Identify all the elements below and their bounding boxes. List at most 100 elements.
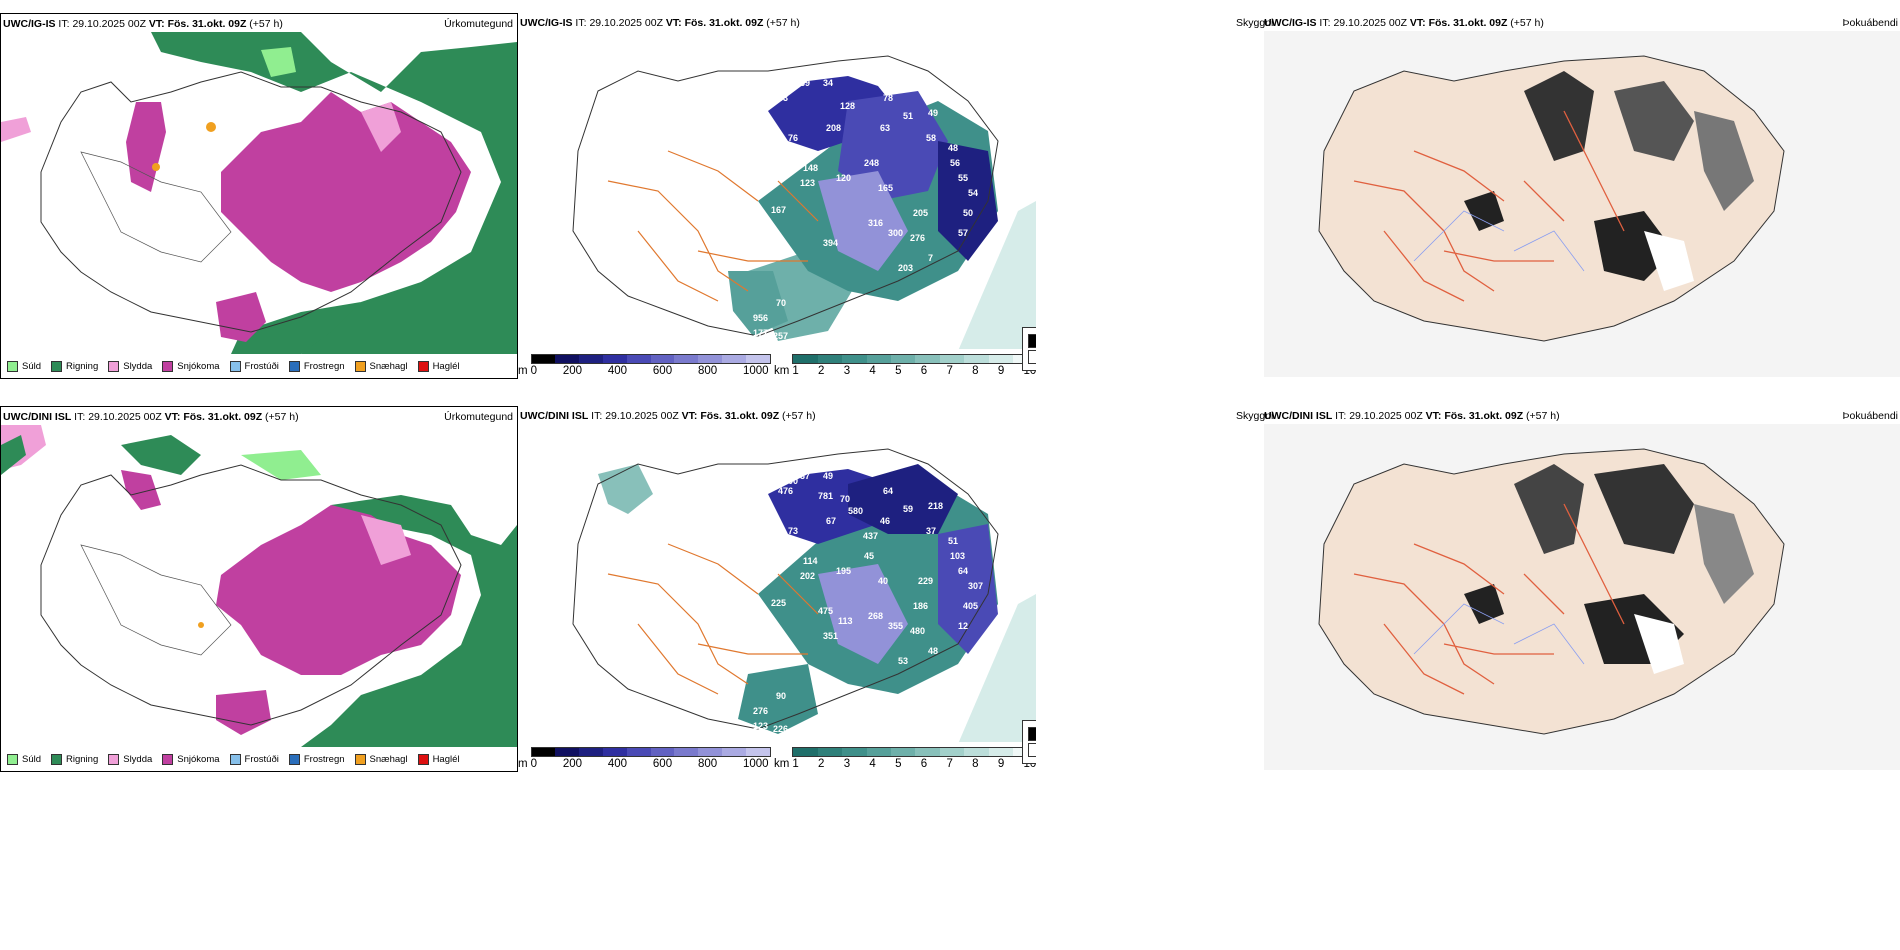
visibility-value-label: 79 — [783, 83, 793, 93]
visibility-value-label: 51 — [903, 111, 913, 121]
height-colorbar-tick: 800 — [697, 758, 718, 770]
visibility-value-label: 55 — [958, 173, 968, 183]
visibility-value-label: 355 — [888, 621, 903, 631]
visibility-value-label: 580 — [848, 506, 863, 516]
visibility-colorbar-tick: 8 — [972, 758, 979, 770]
precip-legend: Súld Rigning Slydda Snjókoma Frostúði Fr… — [7, 754, 460, 765]
visibility-value-label: 78 — [883, 93, 893, 103]
visibility-colorbar-tick: 5 — [895, 758, 902, 770]
height-colorbar: m 0 200 400 600 800 1000 — [518, 354, 771, 377]
visibility-colorbar-tick: 1 — [792, 758, 799, 770]
visibility-value-label: 195 — [836, 566, 851, 576]
legend-item: Haglél — [417, 754, 460, 765]
panel-title: Þokuábendi — [1842, 17, 1898, 29]
visibility-colorbar-tick: 2 — [818, 365, 825, 377]
visibility-colorbar-tick: 3 — [843, 758, 851, 770]
visibility-colorbar-tick: 4 — [869, 365, 876, 377]
panel-header: UWC/DINI ISL IT: 29.10.2025 00Z VT: Fös.… — [3, 411, 299, 423]
visibility-value-label: 316 — [868, 218, 883, 228]
height-colorbar-tick: 0 — [530, 758, 537, 770]
legend-swatch-freezing-drizzle — [229, 361, 241, 372]
height-colorbar-tick: 200 — [562, 365, 583, 377]
height-colorbar-tick: 600 — [652, 365, 673, 377]
fog-indicator-panel-bottom: Skyggni UWC/DINI ISL IT: 29.10.2025 00Z … — [1036, 406, 1900, 772]
fog-legend-swatch-light — [1028, 743, 1036, 757]
visibility-value-label: 12 — [958, 621, 968, 631]
visibility-value-label: 307 — [968, 581, 983, 591]
visibility-panel-bottom: UWC/DINI ISL IT: 29.10.2025 00Z VT: Fös.… — [518, 406, 1036, 772]
visibility-value-label: 40 — [878, 576, 888, 586]
height-colorbar-swatches — [530, 354, 771, 364]
visibility-value-label: 56 — [950, 158, 960, 168]
legend-swatch-freezing-rain — [288, 361, 300, 372]
height-colorbar-tick: 200 — [562, 758, 583, 770]
legend-swatch-drizzle — [7, 361, 18, 372]
panel-title-visibility: Skyggni — [1236, 17, 1274, 29]
legend-item: Slydda — [108, 361, 152, 372]
visibility-value-label: 64 — [883, 486, 893, 496]
visibility-value-label: 351 — [823, 631, 838, 641]
height-colorbar: m 0 200 400 600 800 1000 — [518, 747, 771, 770]
visibility-value-label: 48 — [928, 646, 938, 656]
visibility-value-label: 165 — [878, 183, 893, 193]
visibility-value-label: 51 — [726, 486, 736, 496]
visibility-value-label: 64 — [958, 566, 968, 576]
visibility-value-label: 203 — [898, 263, 913, 273]
visibility-value-label: 120 — [836, 173, 851, 183]
visibility-colorbar: km 1 2 3 4 5 6 7 8 9 10 — [774, 354, 1036, 377]
panel-title: Úrkomutegund — [444, 411, 513, 423]
legend-swatch-snow — [162, 754, 174, 765]
legend-swatch-graupel — [354, 754, 366, 765]
visibility-colorbar-swatches — [792, 747, 1036, 757]
visibility-colorbar-tick: 7 — [946, 758, 953, 770]
visibility-value-label: 405 — [963, 601, 978, 611]
visibility-value-label: 73 — [788, 526, 798, 536]
visibility-value-label: 394 — [823, 238, 838, 248]
visibility-value-label: 218 — [928, 501, 943, 511]
visibility-value-label: 53 — [898, 656, 908, 666]
legend-swatch-snow — [162, 361, 174, 372]
visibility-colorbar-tick: 6 — [920, 758, 928, 770]
height-colorbar-tick: 600 — [652, 758, 673, 770]
visibility-value-label: 257 — [773, 331, 788, 341]
legend-item: Frostúði — [229, 754, 279, 765]
visibility-colorbar-tick: 3 — [843, 365, 851, 377]
visibility-value-label: 128 — [840, 101, 855, 111]
panel-header: UWC/DINI ISL IT: 29.10.2025 00Z VT: Fös.… — [1264, 410, 1560, 422]
visibility-value-label: 102 — [718, 208, 733, 218]
visibility-value-label: 90 — [776, 691, 786, 701]
visibility-value-label: 205 — [913, 208, 928, 218]
visibility-value-label: 58 — [926, 133, 936, 143]
visibility-value-label: 54 — [968, 188, 978, 198]
visibility-value-label: 113 — [838, 616, 853, 626]
height-colorbar-tick: 400 — [607, 758, 628, 770]
visibility-value-label: 148 — [803, 163, 818, 173]
panel-title: Þokuábendi — [1842, 410, 1898, 422]
visibility-value-label: 49 — [823, 471, 833, 481]
panel-header: UWC/IG-IS IT: 29.10.2025 00Z VT: Fös. 31… — [1264, 17, 1544, 29]
legend-item: Frostúði — [229, 361, 279, 372]
visibility-value-label: 208 — [826, 123, 841, 133]
legend-item: Snjókoma — [162, 754, 220, 765]
height-colorbar-tick: 400 — [607, 365, 628, 377]
visibility-value-label: 202 — [800, 571, 815, 581]
visibility-value-label: 103 — [950, 551, 965, 561]
visibility-value-label: 34 — [823, 78, 833, 88]
visibility-colorbar-tick: 1 — [792, 365, 799, 377]
fog-indicator-map — [1264, 424, 1900, 770]
legend-item: Snæhagl — [354, 754, 408, 765]
legend-swatch-drizzle — [7, 754, 18, 765]
legend-item: Súld — [7, 361, 41, 372]
visibility-value-label: 49 — [928, 108, 938, 118]
legend-item: Slydda — [108, 754, 152, 765]
visibility-colorbar-tick: 8 — [972, 365, 979, 377]
legend-swatch-freezing-rain — [288, 754, 300, 765]
visibility-value-label: 781 — [818, 491, 833, 501]
visibility-value-label: 114 — [803, 556, 818, 566]
fog-indicator-map — [1264, 31, 1900, 377]
legend-item: Haglél — [417, 361, 460, 372]
visibility-value-label: 7 — [928, 253, 933, 263]
visibility-colorbar-tick: 9 — [997, 365, 1005, 377]
visibility-value-label: 76 — [788, 133, 798, 143]
panel-title-visibility: Skyggni — [1236, 410, 1274, 422]
